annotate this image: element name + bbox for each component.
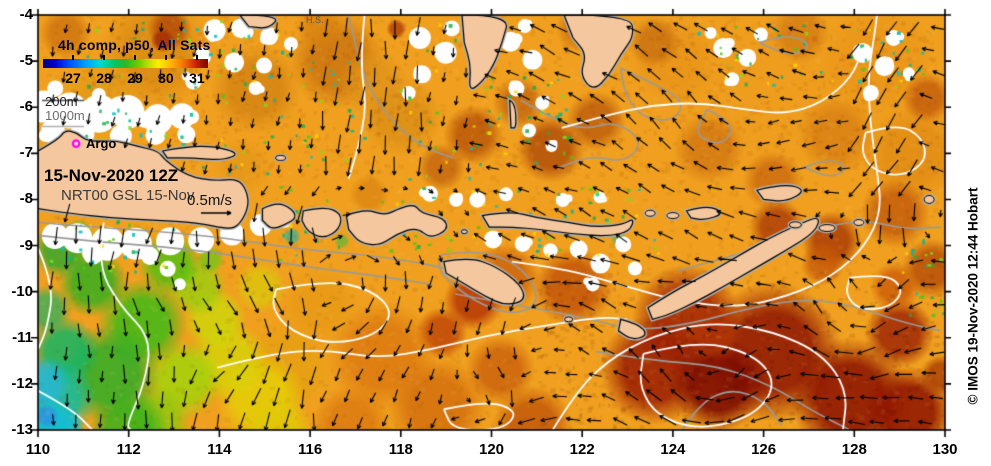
- y-tick-label: -7: [19, 144, 33, 162]
- y-tick-label: -11: [12, 328, 33, 346]
- y-tick-label: -8: [19, 190, 33, 208]
- x-tick-label: 112: [116, 441, 141, 458]
- y-tick-label: -10: [11, 282, 33, 300]
- y-tick-label: -13: [11, 421, 33, 438]
- x-tick-label: 128: [841, 441, 867, 458]
- y-tick-label: -12: [11, 374, 33, 392]
- x-tick-label: 114: [207, 441, 232, 458]
- y-tick-label: -9: [19, 236, 33, 254]
- y-tick-label: -4: [19, 6, 33, 23]
- x-tick-label: 122: [569, 441, 595, 458]
- y-tick-label: -5: [19, 52, 33, 70]
- x-tick-label: 120: [478, 441, 505, 458]
- x-tick-label: 110: [25, 441, 51, 458]
- y-tick-label: -6: [19, 98, 33, 116]
- x-tick-label: 126: [751, 441, 777, 458]
- x-tick-label: 118: [388, 441, 413, 458]
- x-tick-label: 130: [932, 441, 958, 458]
- x-tick-label: 124: [660, 441, 686, 458]
- x-tick-label: 116: [297, 441, 323, 458]
